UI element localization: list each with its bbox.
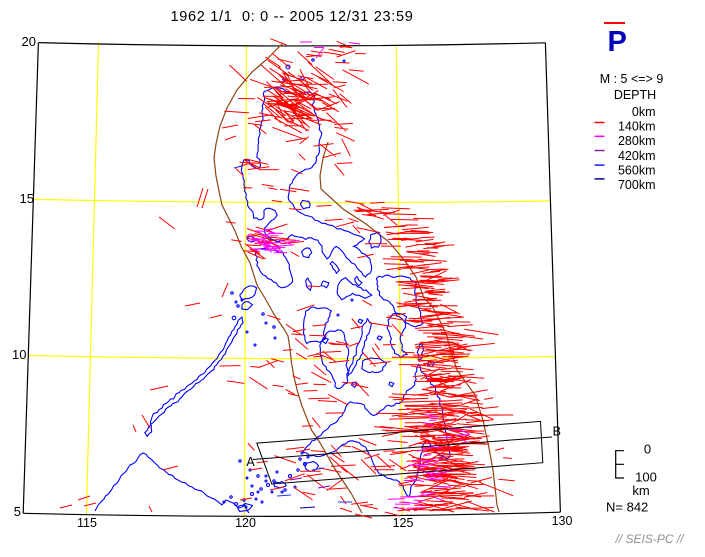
svg-text:10: 10 bbox=[12, 347, 26, 362]
svg-text:0km: 0km bbox=[632, 105, 656, 119]
svg-text:560km: 560km bbox=[618, 163, 656, 177]
svg-text:A: A bbox=[246, 455, 255, 469]
svg-text:M : 5 <=> 9: M : 5 <=> 9 bbox=[600, 72, 664, 86]
svg-text:1962 1/1 0: 0 -- 2005 12/31 2: 1962 1/1 0: 0 -- 2005 12/31 23:59 bbox=[170, 9, 413, 25]
svg-text:0: 0 bbox=[644, 442, 651, 457]
svg-text:DEPTH: DEPTH bbox=[614, 88, 656, 102]
svg-text:700km: 700km bbox=[618, 178, 656, 192]
svg-text:B: B bbox=[553, 425, 561, 439]
svg-text:5: 5 bbox=[14, 504, 21, 519]
svg-text:20: 20 bbox=[22, 34, 36, 49]
svg-text:420km: 420km bbox=[618, 149, 656, 163]
svg-text:100: 100 bbox=[635, 470, 657, 485]
svg-text:km: km bbox=[632, 483, 649, 498]
svg-text:P: P bbox=[608, 26, 627, 58]
svg-text:125: 125 bbox=[393, 516, 414, 530]
svg-text:130: 130 bbox=[552, 514, 573, 528]
svg-text:15: 15 bbox=[20, 191, 34, 206]
svg-text:120: 120 bbox=[235, 516, 256, 530]
svg-text:115: 115 bbox=[77, 516, 97, 530]
svg-text:// SEIS-PC //: // SEIS-PC // bbox=[614, 532, 685, 546]
svg-text:N= 842: N= 842 bbox=[606, 500, 648, 515]
svg-text:140km: 140km bbox=[618, 120, 656, 134]
svg-text:280km: 280km bbox=[618, 134, 656, 148]
